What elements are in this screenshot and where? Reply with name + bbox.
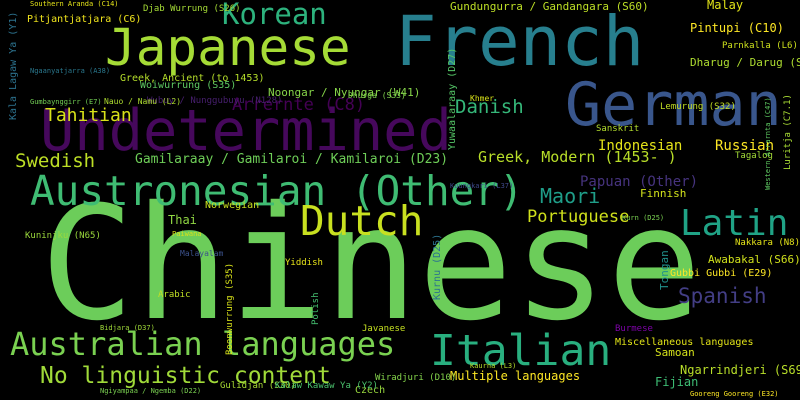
- word: Burmese: [615, 324, 653, 334]
- word: Finnish: [640, 187, 686, 200]
- word: Indonesian: [598, 138, 682, 154]
- word: Pitjantjatjara (C6): [27, 14, 141, 25]
- word: Chinese: [40, 173, 702, 356]
- word: Nauo / Namu (L2): [104, 97, 181, 106]
- word: Spanish: [678, 284, 767, 308]
- word: Arabic: [158, 290, 191, 300]
- word: Samoan: [655, 346, 695, 359]
- word: Nakkara (N8): [735, 238, 800, 248]
- word: Malayalam: [180, 249, 224, 258]
- word: Kuninjku (N65): [25, 231, 101, 241]
- word: Wiradjuri (D10): [375, 373, 456, 383]
- word: Djab Wurrung (S26): [143, 4, 241, 14]
- word: Latin: [680, 203, 788, 244]
- word: Gubbi Gubbi (E29): [670, 268, 772, 279]
- word: Parnkalla (L6): [722, 41, 798, 51]
- word: Korean: [222, 0, 327, 31]
- word: Australian languages: [10, 325, 395, 363]
- word: Dhurga (S33): [348, 91, 406, 100]
- word: Portuguese: [527, 207, 629, 227]
- word: Greek, Ancient (to 1453): [120, 73, 265, 84]
- word: Ngaanyatjarra (A38): [30, 67, 110, 75]
- word: Lemurung (S32): [660, 102, 736, 112]
- word: Luritja (C7.1): [783, 94, 793, 170]
- word: Italian: [430, 326, 611, 376]
- word: Papuan (Other): [580, 174, 698, 190]
- word: Czech: [355, 385, 385, 396]
- word: Tahitian: [45, 105, 132, 126]
- word: Polish: [311, 292, 321, 325]
- word: Kaurna (L3): [470, 362, 516, 370]
- word: Norwegian: [205, 200, 259, 211]
- word: Woiwurrung (S35): [140, 80, 236, 91]
- word: Dharug / Darug (S64): [690, 56, 800, 69]
- word: Gumbaynggirr (E7): [30, 98, 102, 106]
- word: Gamilaraay / Gamilaroi / Kamilaroi (D23): [135, 152, 448, 167]
- word: Pintupi (C10): [690, 21, 784, 35]
- word: Tongan: [658, 250, 671, 290]
- word: Thai: [168, 213, 197, 227]
- word: Swedish: [15, 150, 95, 172]
- word: Sanskrit: [596, 124, 639, 134]
- word: Western Arrarnta (C47): [764, 97, 772, 190]
- word: Southern Aranda (C14): [30, 0, 119, 8]
- word: Multiple languages: [450, 369, 580, 383]
- word: German: [565, 70, 782, 140]
- word: Miscellaneous languages: [615, 337, 753, 348]
- word: Gooreng Gooreng (E32): [690, 390, 779, 398]
- word: Dutch: [300, 197, 423, 245]
- word: Ngiyampaa / Ngemba (D22): [100, 387, 201, 395]
- word: Wubuy / Nunggubuyu (N128): [147, 96, 282, 106]
- word: French: [395, 2, 644, 82]
- word: Awabakal (S66): [708, 253, 800, 266]
- word: No linguistic content: [40, 363, 331, 389]
- word: Noongar / Nyungar (W41): [268, 86, 420, 99]
- word: Javanese: [362, 324, 405, 334]
- word: Arrernte (C8): [232, 95, 365, 115]
- word: Japanese: [105, 19, 351, 78]
- word: Kalaw Kawaw Ya (Y2): [275, 381, 378, 391]
- word: Malay: [707, 0, 743, 12]
- word: Khmer: [470, 94, 494, 103]
- word: Kuungkari (L37): [450, 182, 513, 190]
- word: Greek, Modern (1453- ): [478, 148, 677, 166]
- word: Paiwana: [172, 230, 202, 238]
- word: Ngarrindjeri (S69): [680, 363, 800, 377]
- word: Austronesian (Other): [30, 167, 524, 215]
- word: Undetermined: [40, 98, 452, 164]
- word: Maori: [540, 184, 600, 208]
- word: Kurnu (D25): [432, 234, 443, 300]
- word: Yuwaalaraay (D27): [447, 48, 458, 150]
- word: Gundungurra / Gandangara (S60): [450, 0, 649, 13]
- word: Bidjara (D37): [100, 324, 155, 332]
- word: Fijian: [655, 375, 698, 389]
- word: Gulidjan (S30): [220, 381, 296, 391]
- word: Tagalog: [735, 151, 773, 161]
- word: Boonwurrung (S35): [225, 263, 235, 355]
- word: Kala Lagaw Ya (Y1): [8, 12, 19, 120]
- word: Russian: [715, 138, 774, 154]
- word: Kurn (D25): [622, 214, 664, 222]
- word: Yiddish: [285, 258, 323, 268]
- word: Danish: [455, 96, 524, 118]
